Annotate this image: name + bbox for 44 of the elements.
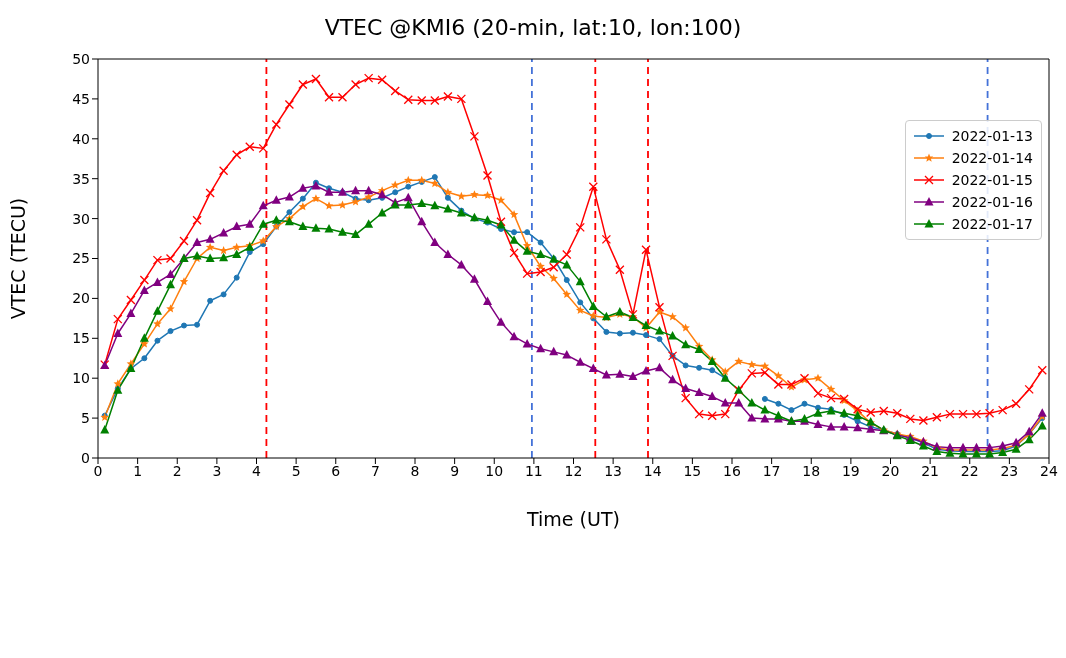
y-tick-label: 50: [72, 50, 90, 67]
legend-label: 2022-01-17: [951, 216, 1033, 232]
x-tick-label: 8: [410, 462, 420, 479]
x-tick-label: 17: [762, 462, 781, 479]
x-tick-label: 22: [960, 462, 979, 479]
y-tick-label: 40: [72, 130, 90, 147]
y-tick-label: 30: [72, 210, 90, 227]
x-tick-label: 7: [370, 462, 380, 479]
y-tick-label: 45: [72, 90, 90, 107]
x-tick-label: 9: [450, 462, 460, 479]
y-tick-label: 10: [72, 370, 90, 387]
y-tick-label: 20: [72, 290, 90, 307]
legend-label: 2022-01-16: [951, 194, 1033, 210]
y-tick-label: 0: [81, 449, 90, 466]
x-tick-label: 12: [564, 462, 583, 479]
x-tick-label: 10: [485, 462, 504, 479]
y-tick-label: 25: [72, 250, 90, 267]
chart-title: VTEC @KMI6 (20-min, lat:10, lon:100): [323, 14, 743, 42]
x-tick-label: 1: [133, 462, 143, 479]
y-axis-title: VTEC (TECU): [6, 197, 29, 320]
x-tick-label: 15: [683, 462, 702, 479]
legend-label: 2022-01-13: [951, 128, 1033, 144]
x-tick-label: 20: [881, 462, 900, 479]
x-tick-label: 6: [331, 462, 341, 479]
x-tick-label: 19: [841, 462, 860, 479]
x-tick-label: 5: [291, 462, 301, 479]
x-tick-label: 11: [524, 462, 543, 479]
y-tick-label: 5: [81, 410, 90, 427]
x-tick-label: 14: [643, 462, 662, 479]
x-tick-label: 4: [252, 462, 262, 479]
x-tick-label: 21: [921, 462, 940, 479]
x-tick-label: 3: [212, 462, 222, 479]
x-axis-title: Time (UT): [526, 508, 620, 530]
x-tick-label: 23: [1000, 462, 1019, 479]
legend-label: 2022-01-15: [951, 172, 1033, 188]
x-tick-label: 16: [723, 462, 741, 479]
legend-label: 2022-01-14: [951, 150, 1033, 166]
y-tick-label: 15: [72, 330, 90, 347]
y-tick-label: 35: [72, 170, 90, 187]
x-tick-label: 24: [1040, 462, 1058, 479]
x-tick-label: 2: [172, 462, 182, 479]
x-tick-label: 0: [93, 462, 103, 479]
x-tick-label: 18: [802, 462, 821, 479]
x-tick-label: 13: [604, 462, 623, 479]
